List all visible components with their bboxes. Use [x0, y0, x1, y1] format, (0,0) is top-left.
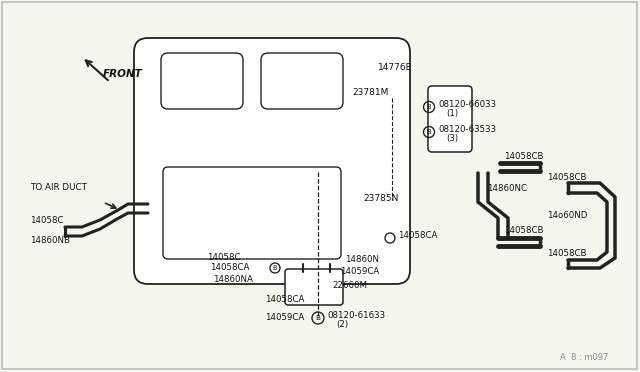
Text: B: B: [427, 104, 431, 110]
Text: 22660M: 22660M: [332, 280, 367, 289]
Text: 14059CA: 14059CA: [340, 267, 380, 276]
Text: B: B: [316, 315, 321, 321]
Text: 14860NB: 14860NB: [30, 235, 70, 244]
Text: 08120-61633: 08120-61633: [327, 311, 385, 320]
Text: (1): (1): [446, 109, 458, 118]
Text: 14860NC: 14860NC: [487, 183, 527, 192]
Text: 14058CA: 14058CA: [398, 231, 437, 240]
Text: 14058CB: 14058CB: [504, 151, 543, 160]
Text: 08120-66033: 08120-66033: [438, 99, 496, 109]
Text: 23785N: 23785N: [363, 193, 398, 202]
FancyBboxPatch shape: [161, 53, 243, 109]
Text: 14058CB: 14058CB: [504, 225, 543, 234]
Text: 23781M: 23781M: [352, 87, 388, 96]
Text: (2): (2): [336, 320, 348, 328]
Text: 14058CB: 14058CB: [547, 248, 586, 257]
FancyBboxPatch shape: [428, 86, 472, 152]
Text: 08120-63533: 08120-63533: [438, 125, 496, 134]
Text: 14860N: 14860N: [345, 256, 379, 264]
Text: FRONT: FRONT: [103, 69, 143, 79]
Text: (3): (3): [446, 134, 458, 142]
Text: TO AIR DUCT: TO AIR DUCT: [30, 183, 87, 192]
Text: 14058CB: 14058CB: [547, 173, 586, 182]
FancyBboxPatch shape: [261, 53, 343, 109]
Text: 14o60ND: 14o60ND: [547, 211, 588, 219]
FancyBboxPatch shape: [285, 269, 343, 305]
Text: 14058C: 14058C: [207, 253, 241, 262]
Text: 14058CA: 14058CA: [265, 295, 305, 305]
Text: 14058CA: 14058CA: [210, 263, 250, 272]
Text: 14059CA: 14059CA: [265, 314, 304, 323]
Text: 14776E: 14776E: [378, 62, 412, 71]
Text: 14058C: 14058C: [30, 215, 63, 224]
Text: A  8 : m097: A 8 : m097: [560, 353, 609, 362]
Text: 14860NA: 14860NA: [213, 276, 253, 285]
FancyBboxPatch shape: [163, 167, 341, 259]
FancyBboxPatch shape: [134, 38, 410, 284]
Text: B: B: [427, 129, 431, 135]
Text: B: B: [273, 265, 277, 271]
